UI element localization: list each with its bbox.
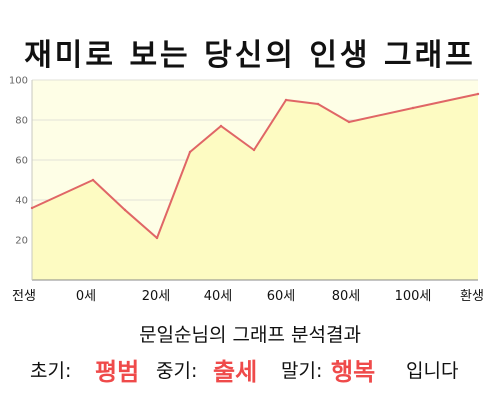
- y-tick-label: 40: [15, 196, 28, 207]
- early-label: 초기:: [30, 360, 72, 382]
- analysis-subtitle: 문일순님의 그래프 분석결과: [139, 324, 361, 346]
- x-tick-label: 100세: [395, 289, 432, 304]
- life-point: [284, 98, 288, 102]
- life-line: [31, 93, 479, 239]
- life-point: [188, 150, 192, 154]
- y-tick-label: 80: [15, 116, 28, 127]
- y-tick-label: 20: [15, 236, 28, 247]
- x-tick-label: 40세: [204, 289, 233, 304]
- late-value: 행복: [331, 358, 376, 386]
- x-tick-label: 환생: [460, 289, 484, 304]
- x-tick-label: 20세: [142, 289, 171, 304]
- life-point: [347, 120, 351, 124]
- page-title: 재미로 보는 당신의 인생 그래프: [24, 38, 476, 73]
- middle-value: 출세: [213, 358, 258, 386]
- x-tick-label: 60세: [267, 289, 296, 304]
- life-point: [219, 124, 223, 128]
- early-value: 평범: [95, 358, 140, 386]
- life-graph-chart: 20 40 60 80 100 전생 0세 20세 40세 60세 80세 100세 환생: [9, 76, 484, 305]
- life-point: [316, 102, 320, 106]
- x-tick-label: 0세: [76, 289, 96, 304]
- x-tick-label: 전생: [12, 289, 36, 304]
- y-tick-label: 100: [9, 76, 28, 87]
- y-tick-labels: 20 40 60 80 100: [9, 76, 28, 247]
- late-label: 말기:: [281, 360, 323, 382]
- y-tick-label: 60: [15, 156, 28, 167]
- life-point: [476, 92, 480, 96]
- x-tick-label: 80세: [332, 289, 361, 304]
- x-tick-labels: 전생 0세 20세 40세 60세 80세 100세 환생: [12, 289, 484, 304]
- life-point: [30, 206, 34, 210]
- result-line: 초기: 평범 중기: 출세 말기: 행복 입니다: [0, 352, 500, 386]
- ending-text: 입니다: [406, 360, 459, 382]
- life-point: [91, 178, 95, 182]
- life-point: [252, 148, 256, 152]
- middle-label: 중기:: [156, 360, 198, 382]
- life-point: [123, 208, 127, 212]
- life-point: [411, 106, 415, 110]
- life-point: [155, 236, 159, 240]
- life-area-fill: [32, 94, 478, 280]
